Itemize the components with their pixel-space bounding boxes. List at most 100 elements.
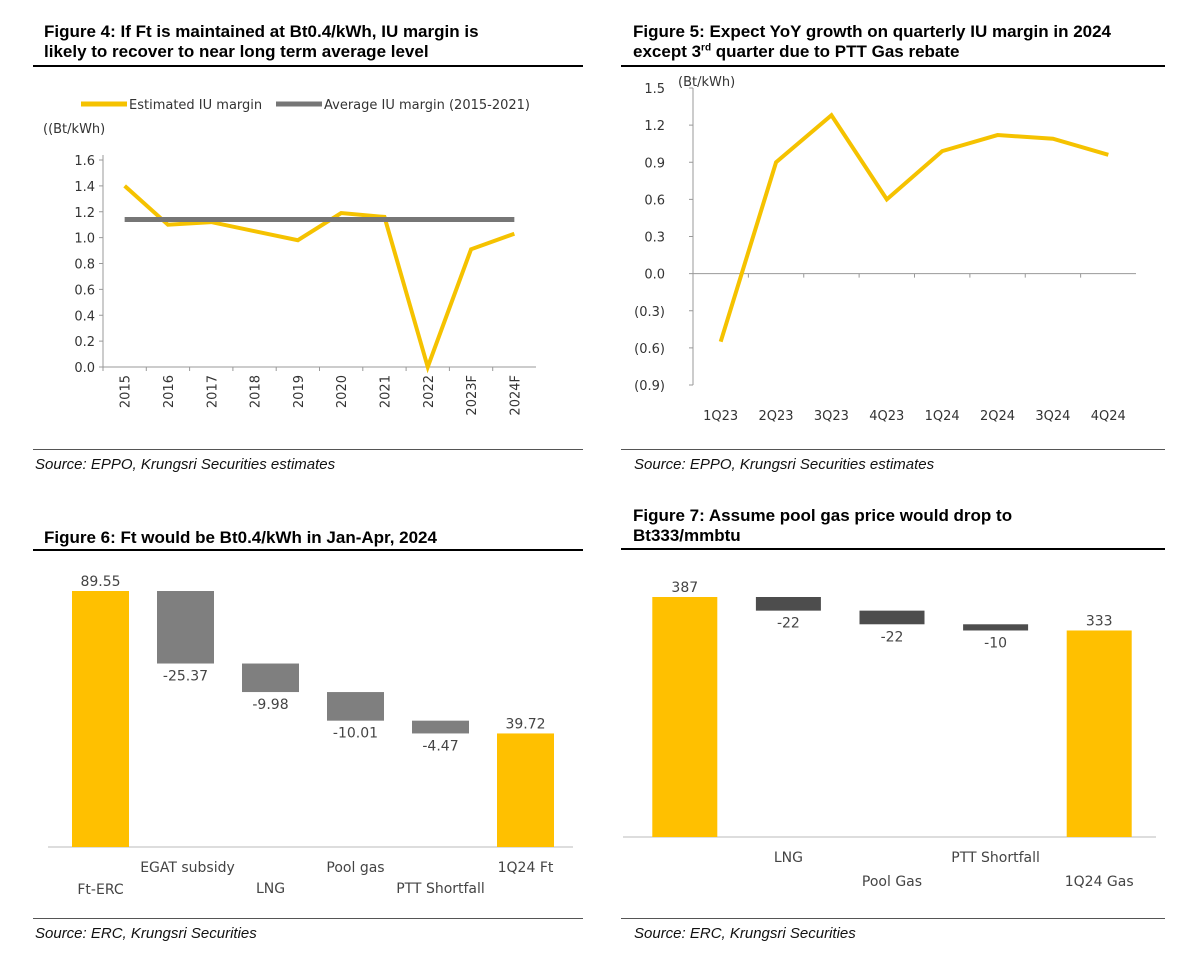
y-tick-label: 0.0 — [74, 361, 95, 376]
figure-7-source: Source: ERC, Krungsri Securities — [634, 925, 856, 942]
figure-5-title-prefix: Figure 5: — [633, 22, 705, 41]
data-label: 89.55 — [80, 574, 120, 590]
figure-4-panel: Figure 4: If Ft is maintained at Bt0.4/k… — [44, 22, 580, 482]
figure-7-source-rule — [621, 918, 1165, 919]
y-tick-label: 1.2 — [74, 206, 95, 221]
figure-4-title-line2: likely to recover to near long term aver… — [44, 42, 429, 61]
x-tick-label: 4Q24 — [1091, 409, 1126, 424]
category-label: PTT Shortfall — [951, 850, 1040, 866]
figure-6-title-prefix: Figure 6: — [44, 528, 116, 547]
x-tick-label: 2Q23 — [759, 409, 794, 424]
x-tick-label: 2Q24 — [980, 409, 1015, 424]
figure-7-title-line2: Bt333/mmbtu — [633, 526, 741, 545]
waterfall-bar — [412, 720, 469, 734]
series-line-0 — [123, 184, 516, 374]
waterfall-bar — [242, 663, 299, 693]
figure-4-source-rule — [33, 449, 583, 450]
waterfall-bar — [157, 591, 214, 664]
waterfall-bar — [1066, 630, 1132, 837]
waterfall-bar — [652, 597, 718, 837]
x-tick-label: 2022 — [422, 375, 437, 408]
waterfall-bar — [72, 591, 129, 847]
x-tick-label: 1Q23 — [703, 409, 738, 424]
figure-6-chart: 89.55 Ft-ERC -25.37 EGAT subsidy -9.98 LNG -10… — [48, 574, 573, 898]
category-label: Pool gas — [326, 860, 384, 876]
figure-6-source-rule — [33, 918, 583, 919]
x-tick-label: 2017 — [205, 375, 220, 408]
figure-5-title-line1: Expect YoY growth on quarterly IU margin… — [704, 22, 1112, 41]
y-tick-label: (0.6) — [634, 342, 665, 357]
legend-label-0: Estimated IU margin — [129, 98, 262, 113]
figure-6-title-rule — [33, 549, 583, 551]
figure-5-panel: Figure 5: Expect YoY growth on quarterly… — [633, 22, 1173, 482]
figure-5-title-sup: rd — [701, 42, 712, 54]
figure-6-panel: Figure 6: Ft would be Bt0.4/kWh in Jan-A… — [44, 528, 580, 558]
figure-6-title-line1: Ft would be Bt0.4/kWh in Jan-Apr, 2024 — [115, 528, 437, 547]
figure-4-source: Source: EPPO, Krungsri Securities estima… — [35, 456, 336, 473]
data-label: -10.01 — [333, 726, 378, 742]
y-tick-label: 1.0 — [74, 232, 95, 247]
data-label: -10 — [984, 635, 1007, 651]
figure-5-source: Source: EPPO, Krungsri Securities estima… — [634, 456, 935, 473]
category-label: 1Q24 Gas — [1065, 874, 1134, 890]
figure-4-title-prefix: Figure 4: — [44, 22, 116, 41]
y-axis-unit-label: (Bt/kWh) — [678, 75, 735, 90]
category-label: LNG — [256, 881, 285, 897]
y-tick-label: 0.6 — [644, 193, 665, 208]
series-line-0 — [718, 112, 1109, 343]
data-label: 333 — [1086, 613, 1113, 629]
figure-5-title-line2b: quarter due to PTT Gas rebate — [711, 42, 960, 61]
figure-5-title: Figure 5: Expect YoY growth on quarterly… — [633, 22, 1173, 62]
waterfall-bar — [859, 610, 925, 625]
y-tick-label: 0.6 — [74, 283, 95, 298]
x-tick-label: 2024F — [508, 375, 523, 416]
x-tick-label: 1Q24 — [925, 409, 960, 424]
figure-5-chart: (Bt/kWh) (0.9) (0.6) (0.3) 0.0 0.3 0.6 0.9 1.2 1.… — [634, 75, 1136, 424]
data-label: -25.37 — [163, 669, 208, 685]
data-label: -9.98 — [252, 697, 288, 713]
y-axis-unit-label: ((Bt/kWh) — [43, 122, 105, 137]
x-tick-label: 2018 — [249, 375, 264, 408]
y-tick-label: 1.6 — [74, 154, 95, 169]
figure-7-chart: 387 -22 LNG -22 Pool Gas -10 PTT Shortfall 333 1… — [623, 580, 1156, 890]
figure-7-title: Figure 7: Assume pool gas price would dr… — [633, 506, 1173, 546]
figure-7-panel: Figure 7: Assume pool gas price would dr… — [633, 506, 1173, 556]
data-label: 39.72 — [505, 716, 545, 732]
data-label: 387 — [671, 580, 698, 596]
y-tick-label: 0.3 — [644, 231, 665, 246]
figure-5-source-rule — [621, 449, 1165, 450]
data-label: -4.47 — [422, 738, 458, 754]
y-tick-label: 0.9 — [644, 156, 665, 171]
category-label: Ft-ERC — [77, 882, 123, 898]
x-tick-label: 3Q23 — [814, 409, 849, 424]
figure-6-source: Source: ERC, Krungsri Securities — [35, 925, 257, 942]
figure-5-title-rule — [621, 65, 1165, 67]
x-tick-label: 2019 — [292, 375, 307, 408]
x-tick-label: 2023F — [465, 375, 480, 416]
y-tick-label: (0.3) — [634, 305, 665, 320]
figure-4-title-rule — [33, 65, 583, 67]
category-label: PTT Shortfall — [396, 881, 485, 897]
x-tick-label: 2021 — [378, 375, 393, 408]
x-tick-label: 4Q23 — [869, 409, 904, 424]
x-tick-label: 2020 — [335, 375, 350, 408]
waterfall-bar — [755, 597, 821, 611]
category-label: 1Q24 Ft — [498, 860, 554, 876]
waterfall-bar — [327, 692, 384, 721]
category-label: EGAT subsidy — [140, 860, 235, 876]
x-tick-label: 2016 — [162, 375, 177, 408]
figure-4-title: Figure 4: If Ft is maintained at Bt0.4/k… — [44, 22, 580, 62]
x-tick-label: 3Q24 — [1035, 409, 1070, 424]
figure-5-title-line2a: except 3 — [633, 42, 702, 61]
legend-label-1: Average IU margin (2015-2021) — [324, 98, 530, 113]
figure-7-title-rule — [621, 548, 1165, 550]
category-label: Pool Gas — [862, 874, 922, 890]
y-tick-label: 1.4 — [74, 180, 95, 195]
y-tick-label: (0.9) — [634, 379, 665, 394]
waterfall-bar — [497, 733, 554, 847]
category-label: LNG — [774, 850, 803, 866]
y-tick-label: 1.5 — [644, 82, 665, 97]
y-tick-label: 0.0 — [644, 268, 665, 283]
figure-7-title-prefix: Figure 7: — [633, 506, 705, 525]
figure-4-title-line1: If Ft is maintained at Bt0.4/kWh, IU mar… — [115, 22, 479, 41]
